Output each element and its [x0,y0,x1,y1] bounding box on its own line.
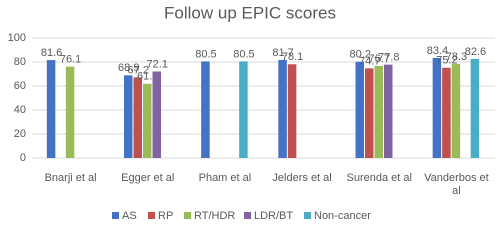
value-label: 75.2 [436,55,457,67]
x-tick-label: Surenda et al [346,172,412,184]
bar [65,66,75,158]
y-tick-label: 0 [20,152,26,164]
value-label: 76.1 [60,54,81,66]
value-label: 81.7 [272,47,293,59]
legend-label: RT/HDR [194,210,235,222]
y-tick-label: 60 [14,80,26,92]
legend-swatch [112,212,119,219]
bar [374,65,383,158]
chart: Follow up EPIC scores 0 20 40 60 80 100 81.6 76… [8,3,495,222]
legend-swatch [304,212,311,219]
x-tick-label: Bnarji et al [44,172,97,184]
x-tick-label: Egger et al [121,172,175,184]
value-label: 80.5 [233,48,254,60]
chart-svg: Follow up EPIC scores 02040608010081.676… [8,3,495,222]
legend-swatch [184,212,191,219]
bar [124,75,133,158]
value-label: 78.3 [446,51,467,63]
bar [442,67,451,158]
bar [451,64,461,158]
y-tick-label: 100 [8,32,26,44]
value-label: 78.1 [282,51,303,63]
y-tick-label: 80 [14,56,26,68]
x-tick-label: Vanderbos et al [424,172,489,197]
bar [432,57,442,158]
legend-label: LDR/BT [254,210,293,222]
bar [287,64,297,158]
value-label: 83.4 [427,45,448,57]
bar [152,71,161,158]
value-label: 74.7 [359,55,380,67]
bar [365,68,374,158]
value-label: 68.9 [118,62,139,74]
legend-label: RP [158,210,173,222]
bar [239,61,248,158]
bar [143,83,152,158]
legend-swatch [148,212,155,219]
bar [384,64,393,158]
bar [133,77,142,158]
value-label: 76.7 [369,53,390,65]
value-label: 81.6 [41,47,62,59]
x-tick-label: Jelders et al [272,172,332,184]
x-tick-label: Pham et al [198,172,252,184]
y-tick-label: 20 [14,128,26,140]
bar [46,60,56,158]
legend-label: AS [122,210,137,222]
value-label: 77.8 [378,52,399,64]
legend-label: Non-cancer [314,210,371,222]
chart-title: Follow up EPIC scores [164,3,336,22]
value-label: 67.2 [128,64,149,76]
y-tick-label: 40 [14,104,26,116]
value-label: 80.2 [350,49,371,61]
bar [278,59,287,158]
value-label: 82.6 [465,46,486,58]
value-label: 72.1 [147,58,168,70]
value-label: 80.5 [195,48,216,60]
legend-swatch [244,212,251,219]
bar [470,58,480,158]
bar [355,61,364,159]
bar [201,61,210,158]
